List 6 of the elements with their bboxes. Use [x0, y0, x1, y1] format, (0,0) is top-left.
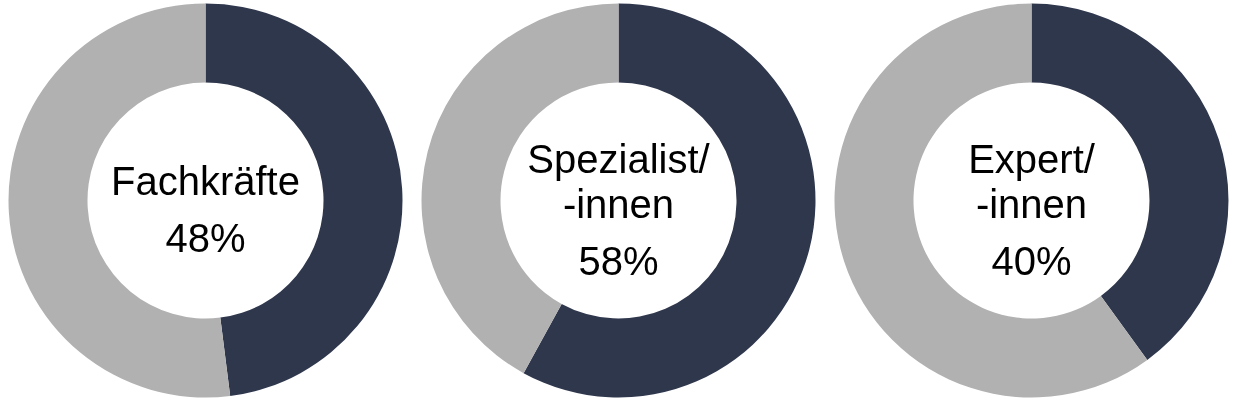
text: Spezialist/ -innen [527, 136, 711, 226]
text: Fachkräfte [111, 158, 300, 203]
text: Expert/ -innen [968, 136, 1096, 226]
text: 48% [165, 215, 246, 260]
text: 40% [991, 238, 1072, 283]
text: 58% [578, 238, 659, 283]
